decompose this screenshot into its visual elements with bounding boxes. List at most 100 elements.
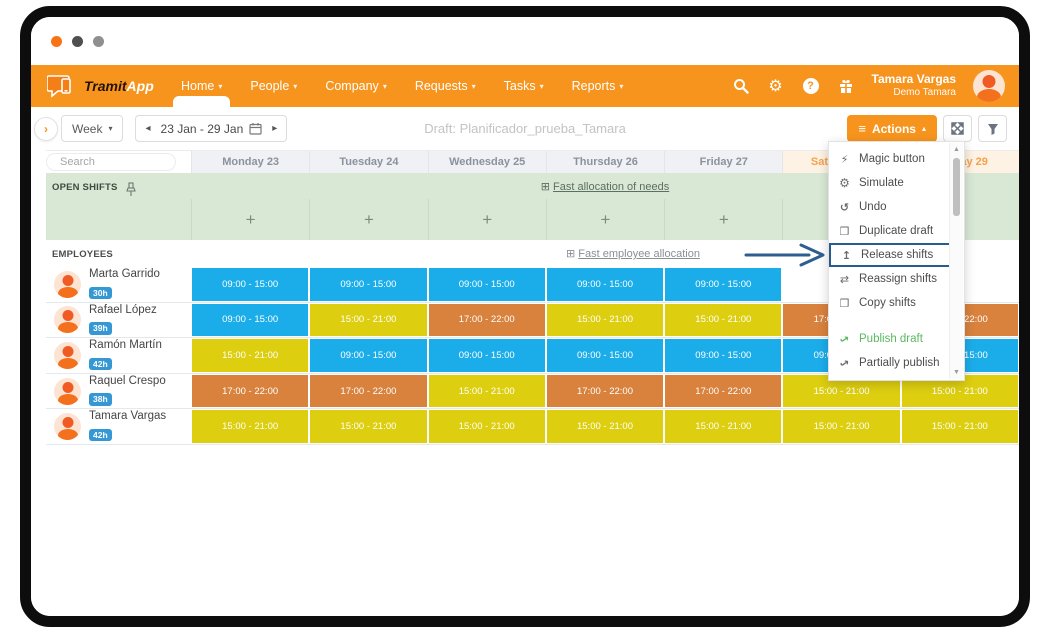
shift-cell[interactable]: 15:00 - 21:00: [427, 409, 546, 444]
employee-cell[interactable]: Rafael López 39h: [46, 302, 191, 338]
menu-item-simulate[interactable]: Simulate: [829, 171, 950, 195]
shift-cell[interactable]: 09:00 - 15:00: [664, 338, 783, 373]
undo-icon: [838, 201, 851, 214]
partial-publish-icon: [838, 357, 851, 370]
filter-funnel-icon: [987, 123, 998, 135]
shift-cell[interactable]: 15:00 - 21:00: [427, 373, 546, 409]
collapse-panel-chevron-button[interactable]: ›: [34, 117, 58, 141]
fast-employee-allocation-link: ⊞ Fast employee allocation: [566, 248, 700, 260]
user-subtitle: Demo Tamara: [893, 87, 956, 99]
employee-row: Raquel Crespo 38h 17:00 - 22:00 17:00 - 2…: [46, 373, 1019, 410]
shift-cell[interactable]: 09:00 - 15:00: [309, 338, 428, 373]
employee-avatar: [54, 377, 81, 405]
menu-item-duplicate-draft[interactable]: Duplicate draft: [829, 219, 950, 243]
scrollbar-thumb[interactable]: [953, 158, 960, 216]
employee-avatar: [54, 270, 81, 298]
next-week-button[interactable]: ▸: [272, 123, 278, 134]
add-open-shift-button[interactable]: +: [545, 199, 664, 240]
shift-cell[interactable]: 09:00 - 15:00: [427, 267, 546, 302]
table-grid-icon: ⊞: [540, 181, 550, 193]
menu-item-release-shifts[interactable]: Release shifts: [829, 243, 952, 267]
add-open-shift-button[interactable]: +: [664, 199, 782, 240]
dropdown-scrollbar[interactable]: ▲ ▼: [949, 143, 963, 379]
actions-button[interactable]: ≡ Actions ▴: [847, 115, 937, 142]
period-select-button[interactable]: Week ▾: [61, 115, 124, 142]
shift-cell[interactable]: 15:00 - 21:00: [191, 338, 310, 373]
nav-item-company[interactable]: Company ▾: [325, 79, 387, 93]
shift-cell[interactable]: 09:00 - 15:00: [545, 267, 665, 302]
shift-cell[interactable]: 17:00 - 22:00: [427, 302, 546, 338]
tramitapp-logo-icon: [47, 75, 71, 98]
shift-cell[interactable]: 09:00 - 15:00: [191, 302, 310, 338]
employee-cell[interactable]: Raquel Crespo 38h: [46, 373, 191, 409]
prev-week-button[interactable]: ◂: [145, 123, 151, 134]
scroll-up-arrow-icon[interactable]: ▲: [953, 146, 960, 153]
help-icon[interactable]: ?: [802, 77, 820, 95]
day-column-header: Tuesday 24: [309, 151, 427, 173]
shift-cell[interactable]: 17:00 - 22:00: [664, 373, 783, 409]
nav-item-requests[interactable]: Requests ▾: [414, 79, 476, 93]
filter-button[interactable]: [978, 115, 1007, 142]
user-menu[interactable]: Tamara Vargas Demo Tamara: [872, 73, 957, 99]
shift-cell[interactable]: 15:00 - 21:00: [545, 302, 665, 338]
nav-item-tasks[interactable]: Tasks ▾: [503, 79, 544, 93]
scroll-down-arrow-icon[interactable]: ▼: [953, 369, 960, 376]
employee-search-input[interactable]: Search: [46, 153, 176, 171]
add-open-shift-button[interactable]: +: [309, 199, 427, 240]
shift-cell[interactable]: 15:00 - 21:00: [900, 409, 1019, 444]
employee-avatar: [54, 306, 81, 334]
shift-cell[interactable]: 15:00 - 21:00: [309, 302, 428, 338]
shift-cell[interactable]: 15:00 - 21:00: [191, 409, 310, 444]
shift-cell[interactable]: 17:00 - 22:00: [191, 373, 310, 409]
shift-cell[interactable]: 15:00 - 21:00: [664, 302, 783, 338]
employee-cell[interactable]: Marta Garrido 30h: [46, 267, 191, 302]
shift-cell[interactable]: 17:00 - 22:00: [545, 373, 665, 409]
employee-hours-badge: 30h: [89, 286, 112, 300]
day-column-header: Wednesday 25: [427, 151, 546, 173]
day-column-header: Monday 23: [191, 151, 309, 173]
nav-item-reports[interactable]: Reports ▾: [571, 79, 624, 93]
shift-cell[interactable]: 09:00 - 15:00: [427, 338, 546, 373]
period-label: Week: [72, 121, 103, 136]
menu-item-reassign-shifts[interactable]: Reassign shifts: [829, 267, 950, 291]
employee-cell[interactable]: Ramón Martín 42h: [46, 338, 191, 373]
brand-logo[interactable]: TramitApp: [31, 65, 167, 107]
list-icon: ≡: [858, 121, 866, 136]
shift-cell[interactable]: 15:00 - 21:00: [309, 409, 428, 444]
shift-cell[interactable]: 09:00 - 15:00: [191, 267, 310, 302]
date-range[interactable]: 23 Jan - 29 Jan: [161, 122, 263, 136]
user-avatar[interactable]: [973, 70, 1005, 102]
search-icon[interactable]: [732, 77, 750, 95]
publish-icon: [838, 333, 851, 346]
brand-name: TramitApp: [84, 78, 154, 94]
shift-cell[interactable]: 09:00 - 15:00: [309, 267, 428, 302]
pin-icon[interactable]: [125, 182, 136, 197]
shift-cell[interactable]: 15:00 - 21:00: [545, 409, 665, 444]
add-open-shift-button[interactable]: +: [191, 199, 309, 240]
employee-row: Tamara Vargas 42h 15:00 - 21:00 15:00 - 2…: [46, 409, 1019, 445]
menu-item-copy-shifts[interactable]: Copy shifts: [829, 291, 950, 315]
nav-item-people[interactable]: People ▾: [250, 79, 298, 93]
window-dot-dark: [72, 35, 83, 47]
fullscreen-button[interactable]: [943, 115, 972, 142]
chevron-down-icon: ▾: [382, 81, 387, 91]
shift-cell[interactable]: 15:00 - 21:00: [664, 409, 783, 444]
menu-item-partially-publish[interactable]: Partially publish: [829, 351, 950, 375]
nav-item-home[interactable]: Home ▾: [172, 65, 231, 107]
menu-item-publish-draft[interactable]: Publish draft: [829, 327, 950, 351]
employees-header-row: EMPLOYEES ⊞ Fast employee allocation: [46, 240, 1019, 267]
employee-cell[interactable]: Tamara Vargas 42h: [46, 409, 191, 444]
add-open-shift-button[interactable]: +: [427, 199, 546, 240]
gift-icon[interactable]: [837, 77, 855, 95]
shift-cell[interactable]: 15:00 - 21:00: [782, 409, 901, 444]
settings-gear-icon[interactable]: ⚙: [768, 78, 783, 95]
calendar-icon: [249, 123, 262, 135]
shift-cell[interactable]: 09:00 - 15:00: [664, 267, 783, 302]
menu-item-magic-button[interactable]: Magic button: [829, 147, 950, 171]
menu-item-undo[interactable]: Undo: [829, 195, 950, 219]
reassign-icon: [838, 273, 851, 286]
employee-hours-badge: 42h: [89, 357, 112, 371]
employee-hours-badge: 39h: [89, 322, 112, 335]
shift-cell[interactable]: 17:00 - 22:00: [309, 373, 428, 409]
shift-cell[interactable]: 09:00 - 15:00: [545, 338, 665, 373]
